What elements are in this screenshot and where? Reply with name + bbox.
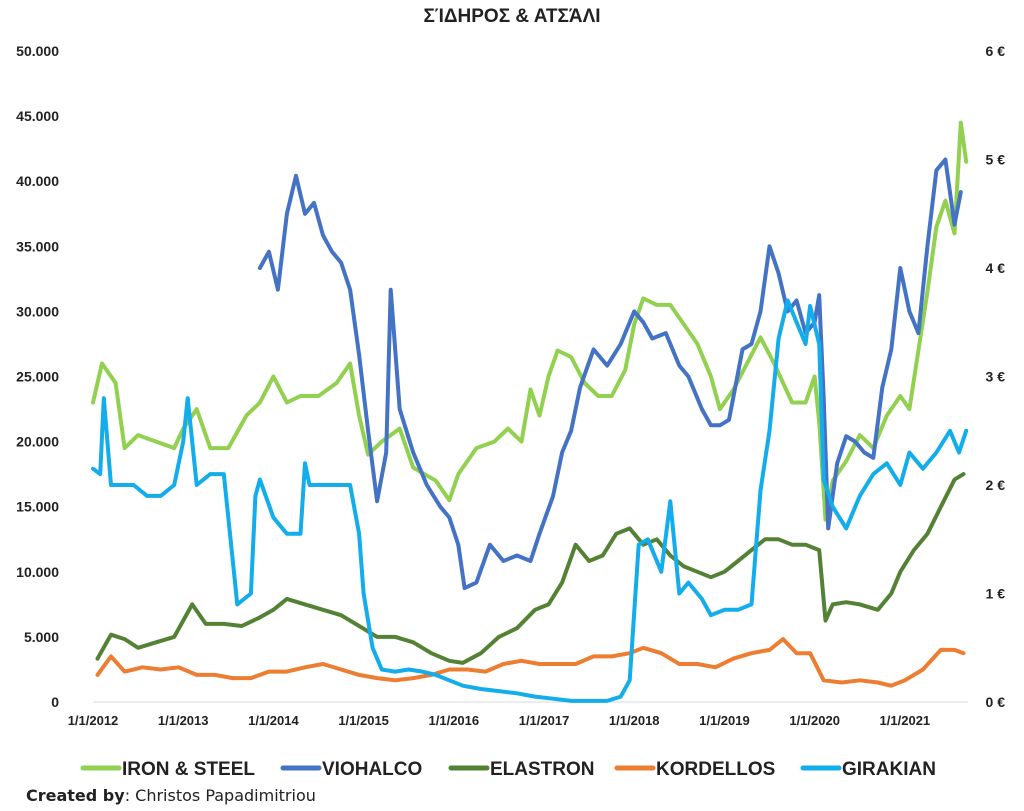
- right-axis: 0 € 1 € 2 € 3 € 4 € 5 € 6 €: [986, 43, 1006, 710]
- x-tick-label: 1/1/2012: [68, 713, 119, 728]
- x-tick-label: 1/1/2018: [609, 713, 660, 728]
- series-layer: [91, 120, 969, 703]
- right-tick-label: 0 €: [986, 694, 1006, 710]
- left-axis: 0 5.000 10.000 15.000 20.000 25.000 30.000 35.0…: [16, 43, 59, 710]
- series-line-elastron: [95, 472, 966, 665]
- left-tick-label: 40.000: [16, 173, 59, 189]
- x-tick-label: 1/1/2013: [158, 713, 209, 728]
- right-tick-label: 5 €: [986, 152, 1006, 168]
- x-tick-label: 1/1/2019: [699, 713, 750, 728]
- chart: ΣΊΔΗΡΟΣ & ΑΤΣΆΛΙ 0 5.000 10.000 15.000 20.00…: [16, 6, 1006, 780]
- x-tick-label: 1/1/2016: [429, 713, 480, 728]
- right-tick-label: 4 €: [986, 260, 1006, 276]
- legend-label-kordellos: KORDELLOS: [656, 759, 775, 780]
- left-tick-label: 25.000: [16, 369, 59, 385]
- credit-label: Created by: [26, 786, 125, 805]
- series-line-iron-steel: [91, 120, 969, 522]
- x-tick-label: 1/1/2017: [519, 713, 570, 728]
- x-tick-label: 1/1/2020: [789, 713, 840, 728]
- legend-label-viohalco: VIOHALCO: [322, 759, 422, 780]
- right-tick-label: 3 €: [986, 369, 1006, 385]
- credit-name: : Christos Papadimitriou: [124, 786, 316, 805]
- x-tick-label: 1/1/2015: [338, 713, 389, 728]
- right-tick-label: 1 €: [986, 586, 1006, 602]
- right-tick-label: 2 €: [986, 477, 1006, 493]
- credit: Created by: Christos Papadimitriou: [26, 786, 316, 805]
- left-tick-label: 0: [51, 694, 59, 710]
- series-line-viohalco: [257, 157, 963, 591]
- left-tick-label: 15.000: [16, 499, 59, 515]
- legend-label-elastron: ELASTRON: [490, 759, 595, 780]
- x-tick-label: 1/1/2021: [880, 713, 931, 728]
- chart-title: ΣΊΔΗΡΟΣ & ΑΤΣΆΛΙ: [423, 6, 600, 27]
- left-tick-label: 5.000: [24, 629, 59, 645]
- x-tick-label: 1/1/2014: [248, 713, 299, 728]
- legend-label-girakian: GIRAKIAN: [842, 759, 936, 780]
- left-tick-label: 50.000: [16, 43, 59, 59]
- left-tick-label: 20.000: [16, 434, 59, 450]
- left-tick-label: 30.000: [16, 303, 59, 319]
- left-tick-label: 35.000: [16, 238, 59, 254]
- legend: IRON & STEEL VIOHALCO ELASTRON KORDELLOS GIR…: [80, 759, 936, 780]
- left-tick-label: 10.000: [16, 564, 59, 580]
- legend-label-iron-steel: IRON & STEEL: [122, 759, 255, 780]
- left-tick-label: 45.000: [16, 108, 59, 124]
- x-axis: 1/1/2012 1/1/2013 1/1/2014 1/1/2015 1/1/2016…: [68, 713, 930, 728]
- series-line-girakian: [91, 298, 969, 703]
- right-tick-label: 6 €: [986, 43, 1006, 59]
- series-line-kordellos: [95, 637, 966, 688]
